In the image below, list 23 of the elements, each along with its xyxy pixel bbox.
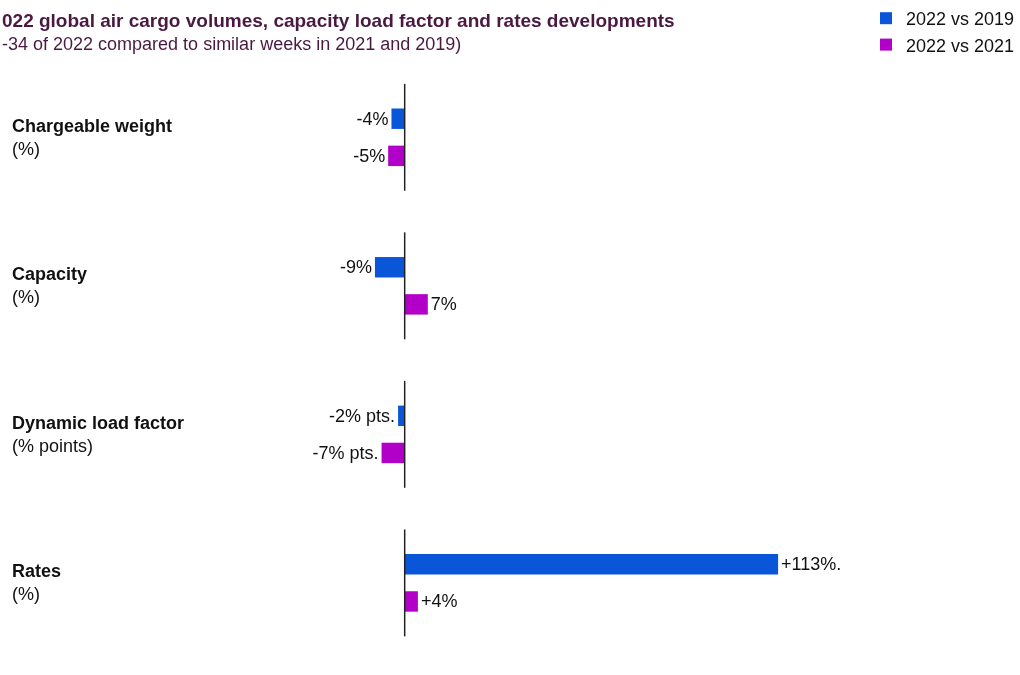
y-tick-label: Chargeable weight (%) — [12, 116, 173, 160]
bar — [374, 257, 405, 278]
bar — [391, 108, 405, 129]
bar — [404, 554, 779, 575]
data-label: -9% — [339, 257, 372, 278]
data-label: -4% — [356, 108, 389, 129]
bar — [388, 145, 405, 167]
legend-label: 2022 vs 2021 — [906, 35, 1015, 56]
y-tick-label: Capacity (%) — [12, 264, 88, 308]
data-label: -7% pts. — [312, 442, 379, 463]
bar — [404, 294, 428, 315]
data-label: +113%. — [781, 554, 842, 575]
legend-label: 2022 vs 2019 — [906, 9, 1015, 30]
data-label: 7% — [430, 294, 457, 315]
data-label: -2% pts. — [329, 405, 396, 426]
bar — [404, 591, 418, 612]
chart-title: 022 global air cargo volumes, capacity load factor and rates developments — [2, 10, 675, 31]
data-label: +4% — [420, 591, 458, 612]
y-tick-label: Rates (%) — [12, 561, 62, 605]
chart-subtitle: -34 of 2022 compared to similar weeks in 2021 and 2019) — [2, 34, 462, 54]
y-tick-label: Dynamic load factor (% points) — [12, 413, 185, 457]
bar — [381, 442, 405, 464]
data-label: -5% — [353, 145, 386, 166]
